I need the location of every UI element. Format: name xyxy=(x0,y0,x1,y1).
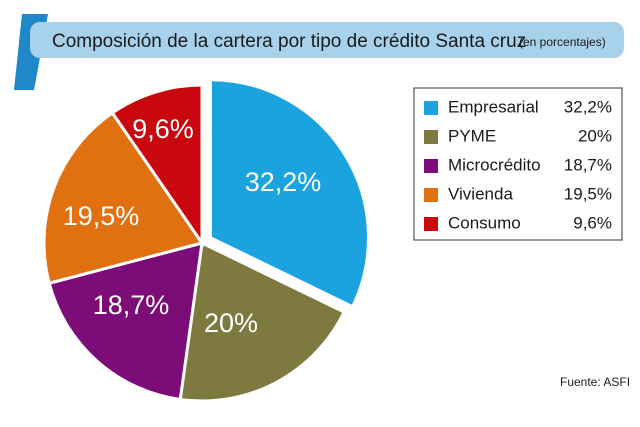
pie-chart: 32,2% 20% 18,7% 19,5% 9,6% xyxy=(42,78,370,403)
legend-frame xyxy=(413,87,623,241)
legend-value-empresarial: 32,2% xyxy=(564,97,612,116)
legend: Empresarial 32,2% PYME 20% Microcrédito 18,7%… xyxy=(413,87,623,241)
source-note: Fuente: ASFI xyxy=(560,375,630,389)
slice-label-pyme: 20% xyxy=(204,308,258,338)
legend-swatch-vivienda xyxy=(424,188,438,202)
pie-slice-vivienda xyxy=(42,110,205,286)
legend-label-pyme: PYME xyxy=(448,126,496,145)
legend-swatch-microcredito xyxy=(424,159,438,173)
pie-slice-pyme xyxy=(178,240,347,403)
legend-value-vivienda: 19,5% xyxy=(564,184,612,203)
slice-label-vivienda: 19,5% xyxy=(63,201,140,231)
pie-slice-empresarial xyxy=(208,78,370,309)
slice-label-consumo: 9,6% xyxy=(132,114,194,144)
legend-label-vivienda: Vivienda xyxy=(448,184,513,203)
chart-title: Composición de la cartera por tipo de cr… xyxy=(52,31,526,52)
legend-label-empresarial: Empresarial xyxy=(448,97,539,116)
pie-slice-consumo xyxy=(110,83,204,248)
slice-label-empresarial: 32,2% xyxy=(245,167,322,197)
legend-value-pyme: 20% xyxy=(578,126,612,145)
legend-value-consumo: 9,6% xyxy=(573,213,612,232)
legend-label-consumo: Consumo xyxy=(448,213,521,232)
legend-swatch-pyme xyxy=(424,130,438,144)
legend-value-microcredito: 18,7% xyxy=(564,155,612,174)
legend-label-microcredito: Microcrédito xyxy=(448,155,541,174)
title-band xyxy=(30,22,624,58)
chart-subtitle: (en porcentajes) xyxy=(519,35,606,49)
slice-label-microcredito: 18,7% xyxy=(93,290,170,320)
legend-swatch-empresarial xyxy=(424,101,438,115)
title-banner: Composición de la cartera por tipo de cr… xyxy=(14,14,624,90)
legend-swatch-consumo xyxy=(424,217,438,231)
pie-slice-microcredito xyxy=(47,240,204,402)
